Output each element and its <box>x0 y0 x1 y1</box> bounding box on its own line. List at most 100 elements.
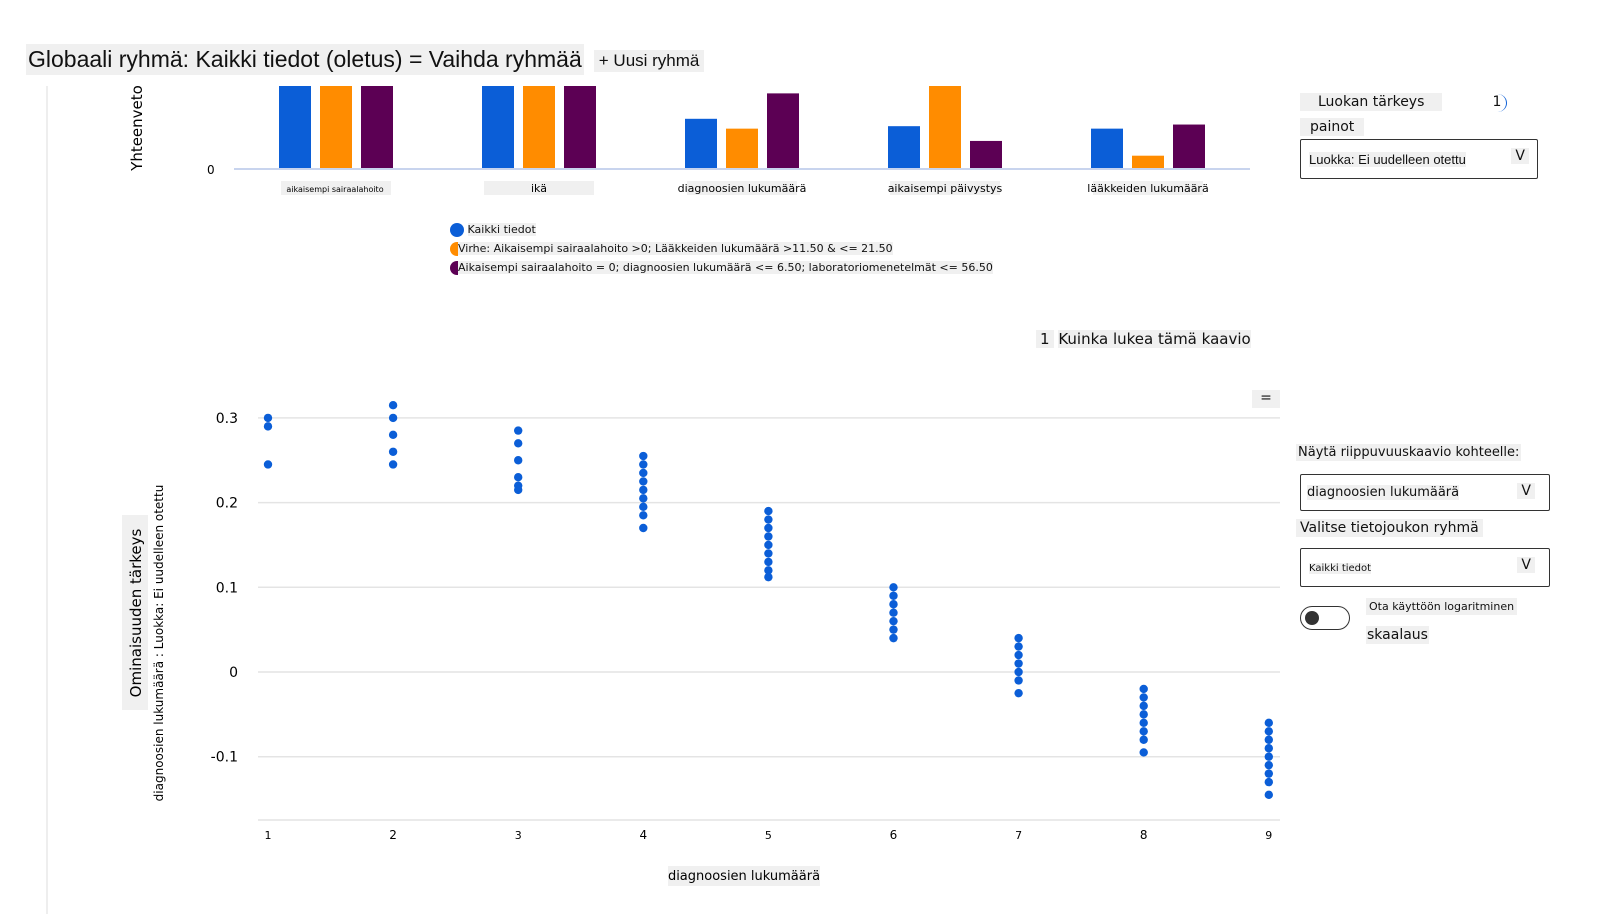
data-point <box>1014 659 1023 668</box>
data-point <box>1264 752 1274 761</box>
x-axis-label: diagnoosien lukumäärä <box>668 869 820 884</box>
info-icon[interactable]: 1 <box>1488 94 1507 112</box>
bar <box>320 86 352 168</box>
bar <box>564 86 596 168</box>
legend-label: Kaikki tiedot <box>467 223 536 236</box>
bar <box>970 140 1002 168</box>
legend-item[interactable]: Aikaisempi sairaalahoito = 0; diagnoosie… <box>450 258 993 277</box>
data-point <box>639 460 648 469</box>
data-point <box>388 460 398 469</box>
x-tick-label: 3 <box>515 829 522 842</box>
data-point <box>388 447 398 456</box>
bar-legend: Kaikki tiedot Virhe: Aikaisempi sairaala… <box>450 220 993 277</box>
data-point <box>764 540 773 550</box>
data-point <box>1014 650 1023 660</box>
chart-menu-button[interactable]: = <box>1252 390 1280 408</box>
legend-item[interactable]: Kaikki tiedot <box>450 220 993 239</box>
chevron-down-icon: V <box>1517 557 1535 573</box>
class-dropdown-value: Luokka: Ei uudelleen otettu <box>1309 152 1466 167</box>
data-point <box>388 413 398 423</box>
data-point <box>764 523 773 533</box>
info-icon: 1 <box>1036 330 1054 348</box>
data-point <box>764 566 773 575</box>
data-point <box>639 502 648 512</box>
y-label-bg <box>122 515 148 710</box>
data-point <box>764 506 773 516</box>
data-point <box>1139 710 1148 719</box>
x-tick-bg <box>687 181 797 195</box>
divider <box>46 86 48 914</box>
data-point <box>1264 777 1274 787</box>
header-row: Globaali ryhmä: Kaikki tiedot (oletus) =… <box>26 44 705 75</box>
y-axis-label: Ominaisuuden tärkeys <box>127 529 145 698</box>
chevron-down-icon: V <box>1511 148 1529 164</box>
bar <box>1173 124 1205 168</box>
x-tick-bg <box>890 181 1000 195</box>
legend-label: Aikaisempi sairaalahoito = 0; diagnoosie… <box>458 261 993 274</box>
data-point <box>1139 693 1148 702</box>
bar <box>361 86 393 168</box>
class-dropdown[interactable]: Luokka: Ei uudelleen otettu V <box>1300 139 1538 179</box>
data-point <box>1139 718 1148 728</box>
data-point <box>1139 684 1148 694</box>
new-cohort-button[interactable]: + Uusi ryhmä <box>593 50 705 72</box>
data-point <box>1139 701 1148 711</box>
x-tick-label: lääkkeiden lukumäärä <box>1087 182 1208 195</box>
data-point <box>889 583 898 592</box>
data-point <box>514 426 523 435</box>
data-point <box>639 485 648 495</box>
log-scale-label-2: skaalaus <box>1366 626 1429 644</box>
dependence-scatter-plot: 0.3 0.2 0.1 0 -0.1 1 2 3 4 5 6 7 8 9 diagnoosien lukum… <box>122 400 1280 886</box>
log-scale-toggle[interactable] <box>1300 606 1350 630</box>
how-to-read-link[interactable]: 1 Kuinka lukea tämä kaavio <box>1036 330 1251 348</box>
data-point <box>889 625 898 634</box>
data-point <box>1014 667 1023 677</box>
data-point <box>764 572 773 582</box>
bar <box>888 126 920 168</box>
y-tick-label: 0 <box>229 665 238 681</box>
x-label-bg <box>668 866 820 886</box>
bar <box>767 93 799 168</box>
x-tick-label: ikä <box>531 182 547 195</box>
legend-label: Virhe: Aikaisempi sairaalahoito >0; Lääk… <box>458 242 893 255</box>
y-tick-label: 0.3 <box>216 411 238 427</box>
bar <box>1091 128 1123 168</box>
data-point <box>639 451 648 461</box>
bar <box>482 86 514 168</box>
data-point <box>1264 790 1274 800</box>
data-point <box>1264 744 1274 753</box>
x-tick-label: 4 <box>639 828 647 842</box>
data-point <box>764 515 773 524</box>
class-importance-label: Luokan tärkeys <box>1300 93 1443 111</box>
log-scale-label: Ota käyttöön logaritminen <box>1366 598 1518 615</box>
cohort-dropdown[interactable]: Kaikki tiedot V <box>1300 548 1550 587</box>
data-point <box>1264 735 1274 744</box>
data-point <box>889 608 898 617</box>
x-tick-label: 2 <box>389 828 397 842</box>
data-point <box>388 430 398 440</box>
data-point <box>639 494 648 503</box>
data-point <box>1139 727 1148 736</box>
bar <box>523 86 555 168</box>
data-point <box>514 456 523 465</box>
data-point <box>639 511 648 520</box>
legend-swatch-icon <box>450 242 458 256</box>
x-tick-label: diagnoosien lukumäärä <box>678 182 807 195</box>
x-tick-bg <box>484 181 594 195</box>
data-point <box>1264 769 1274 778</box>
legend-item[interactable]: Virhe: Aikaisempi sairaalahoito >0; Lääk… <box>450 239 993 258</box>
y-axis-sublabel: diagnoosien lukumäärä : Luokka: Ei uudel… <box>152 485 166 802</box>
data-point <box>889 616 898 626</box>
feature-dropdown[interactable]: diagnoosien lukumäärä V <box>1300 474 1550 511</box>
feature-dropdown-value: diagnoosien lukumäärä <box>1307 485 1460 500</box>
global-cohort-title[interactable]: Globaali ryhmä: Kaikki tiedot (oletus) =… <box>26 44 584 75</box>
data-point <box>639 523 648 533</box>
y-tick-label: 0.1 <box>216 580 238 596</box>
how-to-read-label: Kuinka lukea tämä kaavio <box>1058 330 1251 348</box>
data-point <box>764 557 773 567</box>
summary-bar-chart: 0 Yhteenveto aikaisempi sairaalahoito ikä di… <box>128 85 1250 195</box>
data-point <box>1014 633 1023 643</box>
data-point <box>639 468 648 478</box>
chevron-down-icon: V <box>1517 483 1535 499</box>
data-point <box>889 591 898 600</box>
